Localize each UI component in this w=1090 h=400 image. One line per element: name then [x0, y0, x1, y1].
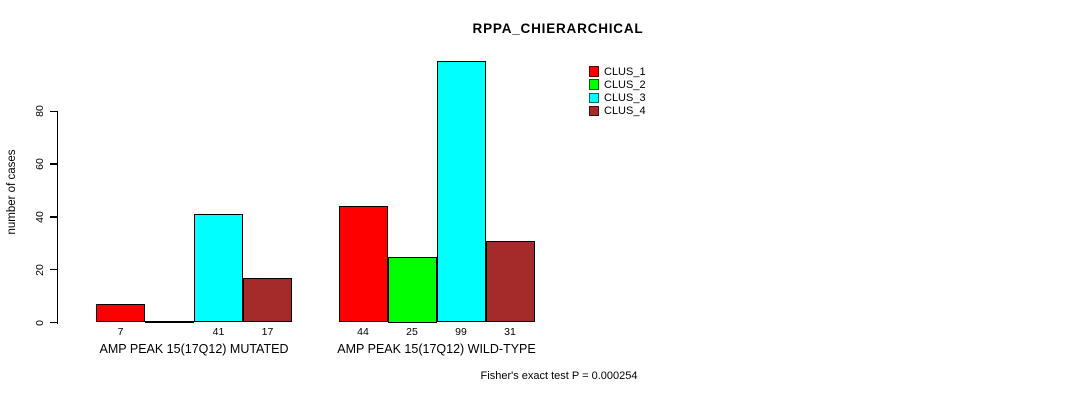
legend-label: CLUS_2: [604, 78, 646, 91]
y-tick-label: 40: [34, 211, 46, 223]
y-axis-title: number of cases: [6, 149, 18, 235]
y-tick-label: 0: [34, 319, 46, 326]
y-tick: [50, 163, 58, 165]
legend-item-clus-1: CLUS_1: [588, 65, 646, 78]
bar-clus-3-mutated: [194, 214, 243, 323]
legend-label: CLUS_3: [604, 91, 646, 104]
chart-title: RPPA_CHIERARCHICAL: [472, 21, 644, 36]
y-tick: [50, 321, 58, 324]
y-tick: [50, 269, 58, 271]
y-tick: [50, 216, 58, 218]
bar-value-label: 44: [357, 326, 369, 338]
bar-value-label: 41: [212, 326, 225, 338]
legend-item-clus-3: CLUS_3: [588, 91, 646, 104]
x-category-label-mutated: AMP PEAK 15(17Q12) MUTATED: [99, 342, 289, 356]
legend-label: CLUS_1: [604, 65, 646, 78]
bar-value-label: 17: [261, 326, 274, 338]
legend-swatch: [588, 105, 599, 117]
legend-swatch: [588, 79, 599, 90]
bar-clus-2-mutated-zero: [145, 321, 194, 323]
bar-clus-3-wild-type: [436, 61, 486, 323]
bar-value-label: 25: [406, 326, 418, 338]
y-tick-label: 80: [34, 105, 46, 118]
y-tick: [50, 110, 58, 112]
bar-clus-4-mutated: [243, 277, 292, 323]
bar-value-label: 99: [455, 326, 467, 338]
legend-item-clus-4: CLUS_4: [588, 105, 646, 118]
y-axis-line: [57, 111, 59, 324]
legend-item-clus-2: CLUS_2: [588, 78, 646, 91]
y-tick-label: 60: [34, 158, 46, 170]
x-category-label-wild-type: AMP PEAK 15(17Q12) WILD-TYPE: [337, 342, 536, 356]
bar-clus-2-wild-type: [387, 256, 437, 323]
bar-clus-1-wild-type: [338, 206, 388, 323]
y-tick-label: 20: [34, 263, 46, 276]
legend-swatch: [588, 92, 599, 104]
bar-value-label: 31: [504, 326, 516, 338]
fisher-test-annotation: Fisher's exact test P = 0.000254: [480, 370, 638, 382]
legend-label: CLUS_4: [604, 105, 646, 118]
bar-value-label: 7: [117, 326, 124, 338]
bar-clus-4-wild-type: [485, 240, 535, 323]
bar-clus-1-mutated: [96, 304, 145, 323]
legend-swatch: [588, 66, 599, 77]
